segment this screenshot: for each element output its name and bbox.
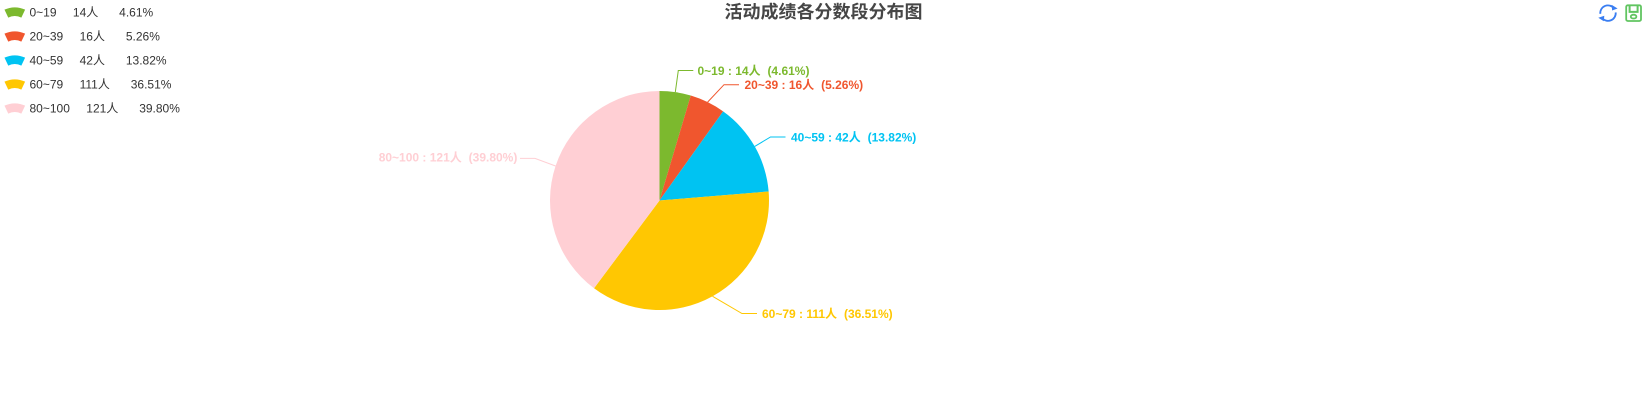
- svg-text:40~59 : 42: 40~59 : 42: [791, 130, 849, 144]
- svg-text:39.80%: 39.80%: [139, 101, 180, 115]
- svg-text:80~100: 80~100: [30, 101, 71, 115]
- svg-text:36.51%: 36.51%: [131, 77, 172, 91]
- svg-text:111: 111: [80, 77, 99, 91]
- svg-text:4.61%: 4.61%: [119, 5, 153, 19]
- svg-text:13.82%: 13.82%: [126, 53, 167, 67]
- svg-text:80~100 : 121: 80~100 : 121: [379, 151, 450, 165]
- svg-text:(39.80%): (39.80%): [469, 151, 518, 165]
- svg-text:42: 42: [80, 53, 94, 67]
- svg-text:121: 121: [86, 101, 106, 115]
- svg-text:0~19 : 14: 0~19 : 14: [698, 64, 749, 78]
- svg-text:5.26%: 5.26%: [126, 29, 160, 43]
- svg-text:14: 14: [73, 5, 87, 19]
- svg-text:(4.61%): (4.61%): [767, 64, 809, 78]
- svg-text:60~79: 60~79: [30, 77, 64, 91]
- svg-text:20~39 : 16: 20~39 : 16: [745, 78, 803, 92]
- svg-text:16: 16: [80, 29, 94, 43]
- svg-text:(5.26%): (5.26%): [821, 78, 863, 92]
- svg-text:60~79 : 111: 60~79 : 111: [762, 307, 825, 321]
- svg-text:(13.82%): (13.82%): [868, 130, 917, 144]
- svg-text:40~59: 40~59: [30, 53, 64, 67]
- svg-text:0~19: 0~19: [30, 5, 57, 19]
- svg-text:20~39: 20~39: [30, 29, 64, 43]
- svg-text:(36.51%): (36.51%): [844, 307, 893, 321]
